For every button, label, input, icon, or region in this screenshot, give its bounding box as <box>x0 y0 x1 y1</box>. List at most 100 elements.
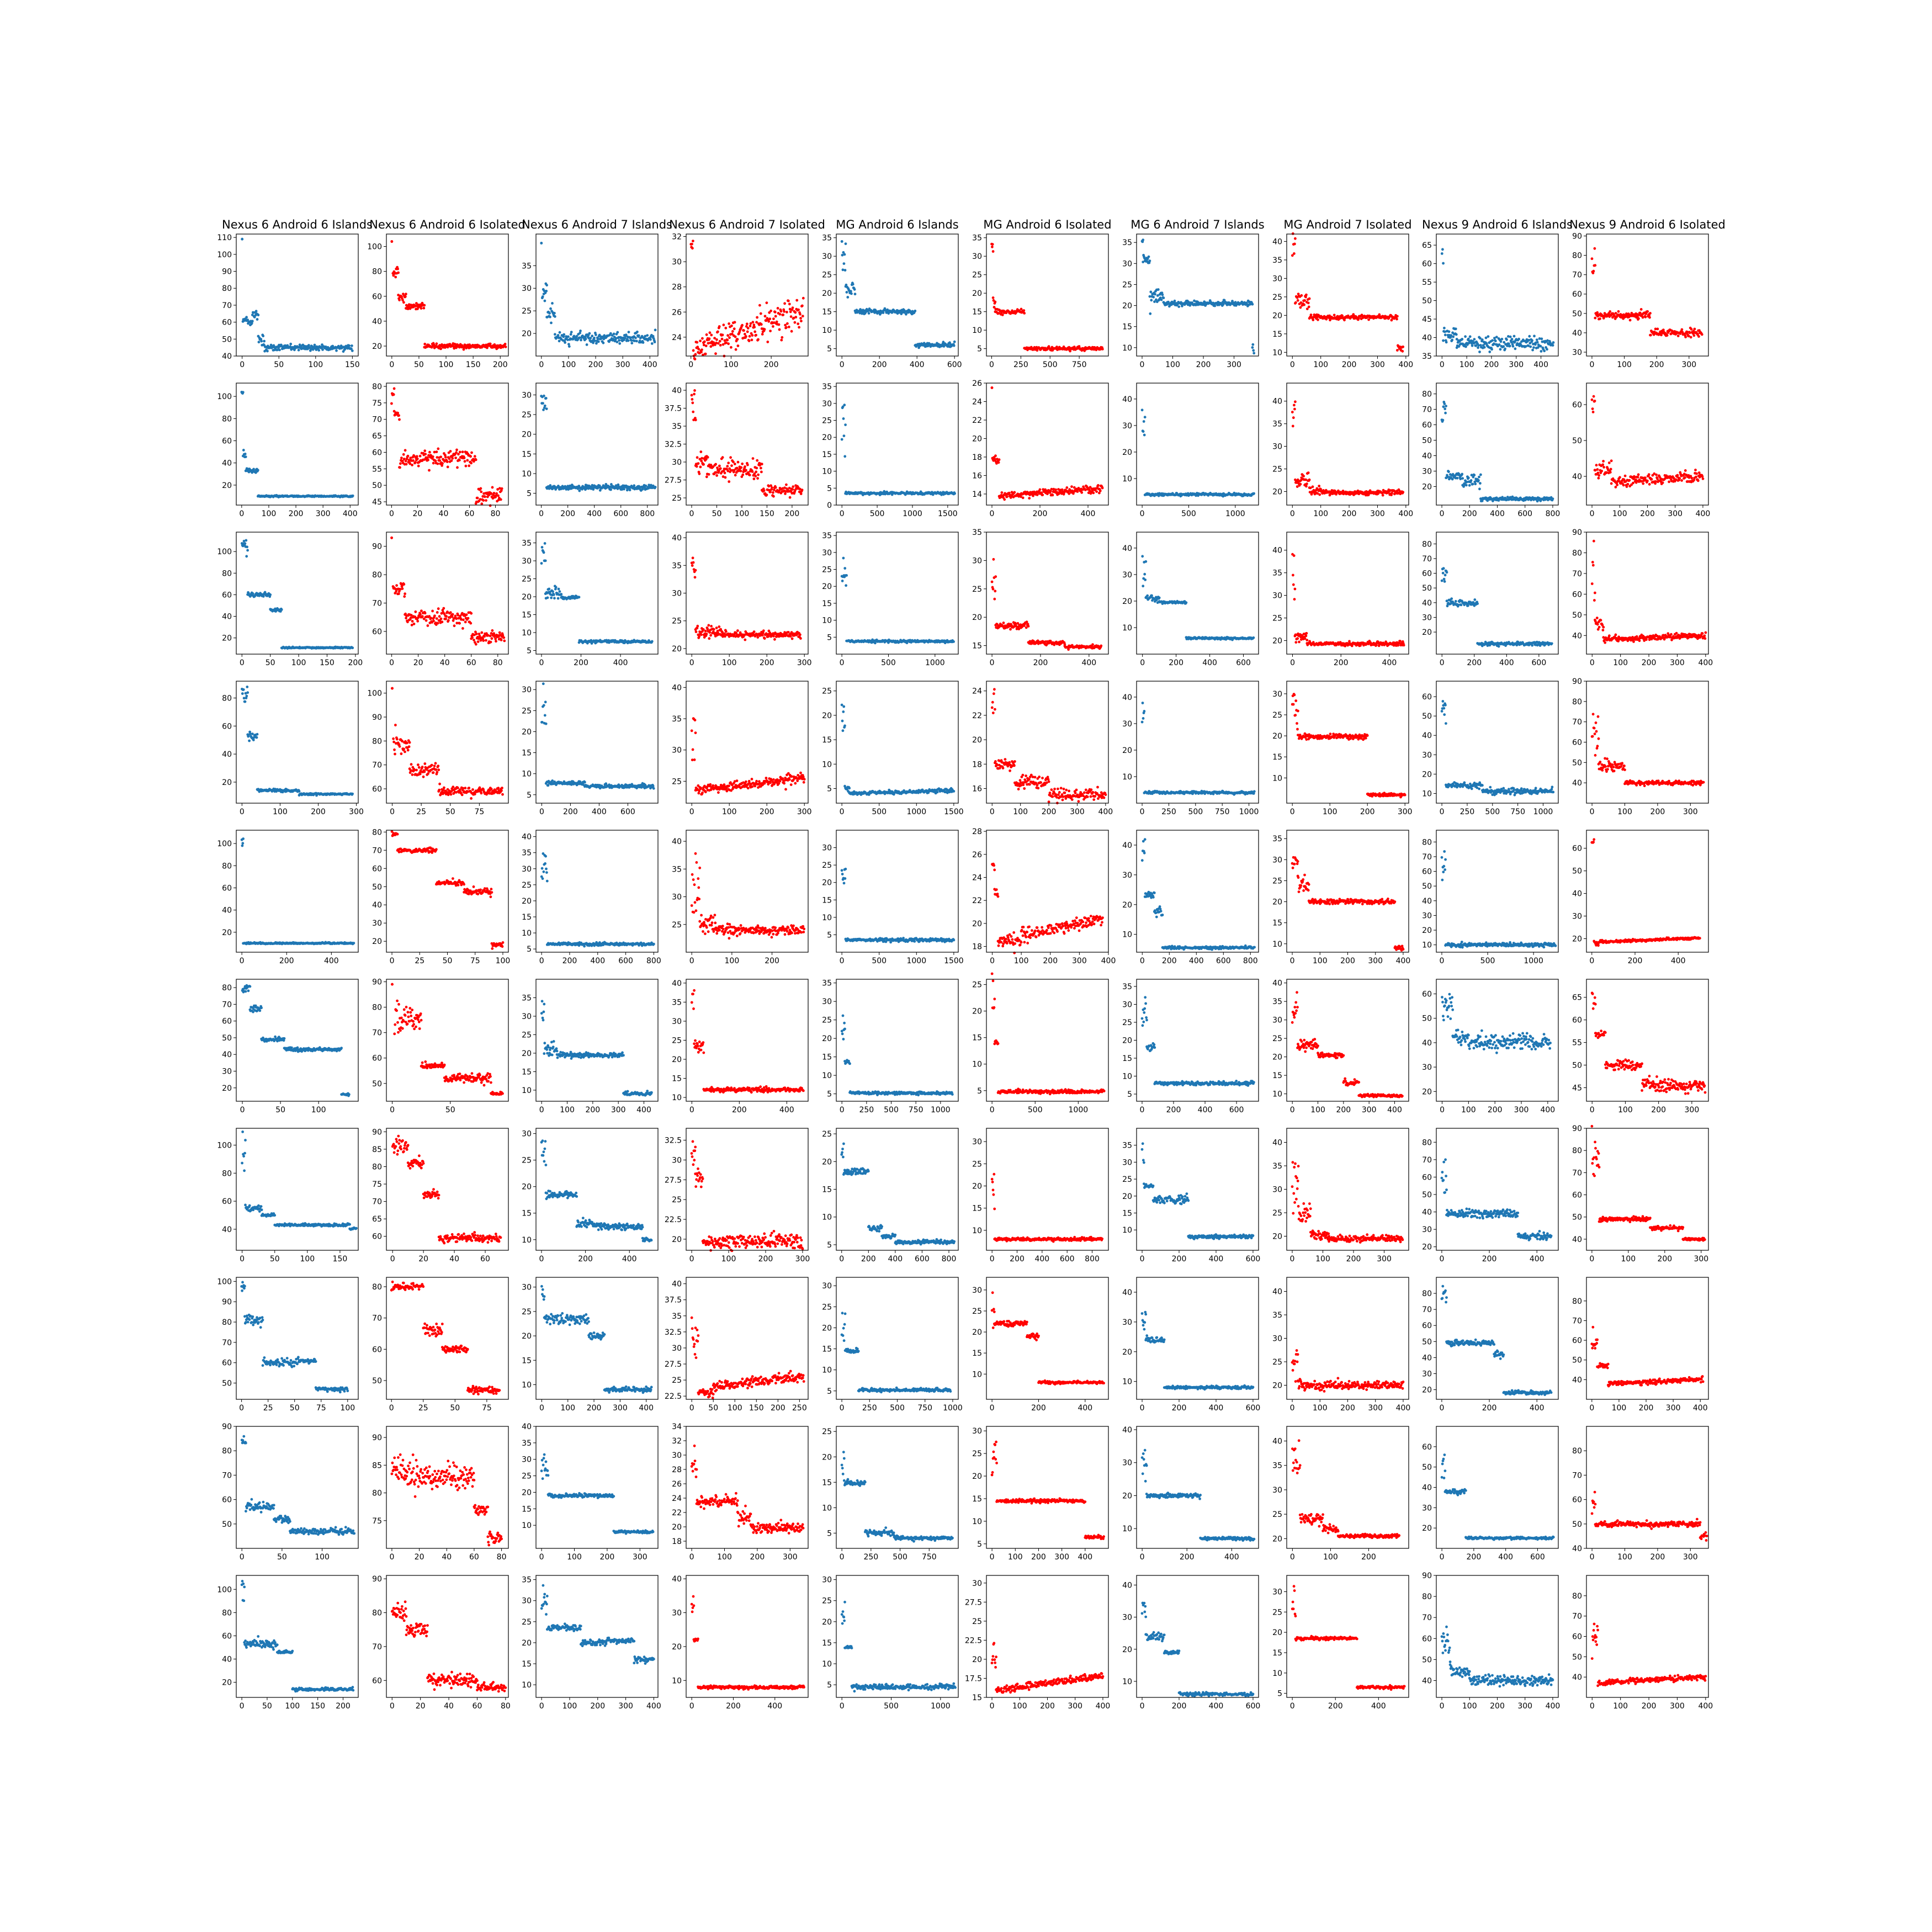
data-point <box>755 333 757 337</box>
data-point <box>1252 492 1256 495</box>
data-point <box>266 349 269 353</box>
data-point <box>351 646 354 650</box>
data-point <box>1333 314 1336 317</box>
data-point <box>840 438 843 441</box>
data-point <box>1291 232 1294 235</box>
y-tick-label: 60 <box>1422 260 1432 269</box>
y-tick-label: 25 <box>1122 280 1132 289</box>
y-tick-label: 60 <box>1572 401 1582 410</box>
x-tick-label: 100 <box>1165 360 1180 369</box>
data-point <box>693 392 696 396</box>
data-point <box>853 293 857 296</box>
data-point <box>1445 405 1448 407</box>
data-point <box>591 335 594 338</box>
y-tick-label: 20 <box>1122 302 1132 311</box>
data-point <box>746 330 749 333</box>
data-point <box>1294 237 1297 240</box>
data-point <box>348 344 351 347</box>
data-point <box>1441 418 1445 422</box>
y-tick-label: 25 <box>1272 293 1282 302</box>
data-point <box>991 245 994 248</box>
data-point <box>734 348 737 351</box>
x-tick-label: 500 <box>1043 360 1058 369</box>
data-point <box>1396 315 1399 318</box>
data-point <box>567 343 570 346</box>
y-tick-label: 25 <box>522 411 532 420</box>
data-point <box>262 335 265 338</box>
data-point <box>1028 497 1031 500</box>
data-point <box>794 316 798 319</box>
data-point <box>791 488 794 491</box>
data-point <box>484 495 486 498</box>
data-point <box>1461 477 1464 480</box>
data-point <box>1479 473 1482 476</box>
data-point <box>1251 346 1254 349</box>
data-point <box>744 332 746 336</box>
data-point <box>772 489 776 491</box>
data-point <box>246 545 248 549</box>
data-point <box>789 315 793 318</box>
data-point <box>769 490 772 493</box>
data-point <box>1467 337 1470 341</box>
data-point <box>785 326 788 329</box>
data-point <box>953 492 956 495</box>
data-point <box>418 454 422 458</box>
data-point <box>801 304 804 307</box>
data-point <box>1649 333 1652 337</box>
data-point <box>1632 481 1634 485</box>
data-point <box>431 455 434 458</box>
data-point <box>1477 479 1480 482</box>
data-point <box>1464 335 1467 338</box>
data-point <box>400 457 403 459</box>
data-point <box>1531 348 1535 352</box>
x-tick-label: 200 <box>289 509 304 518</box>
data-point <box>464 464 468 468</box>
data-point <box>730 324 733 327</box>
y-tick-label: 10 <box>522 470 532 479</box>
data-point <box>719 467 722 470</box>
data-point <box>1512 335 1516 338</box>
data-point <box>1307 301 1310 305</box>
data-point <box>1447 470 1450 473</box>
data-point <box>691 401 694 405</box>
x-tick-label: 200 <box>785 509 800 518</box>
data-point <box>1051 493 1054 497</box>
data-point <box>757 473 760 476</box>
data-point <box>741 473 745 476</box>
data-point <box>736 460 740 464</box>
data-point <box>404 449 407 452</box>
y-tick-label: 15 <box>1272 330 1282 339</box>
data-point <box>396 267 399 270</box>
data-point <box>781 336 784 339</box>
y-tick-label: 90 <box>1572 232 1582 241</box>
data-point <box>850 292 853 295</box>
data-point <box>549 315 551 319</box>
data-point <box>1628 479 1631 482</box>
data-point <box>554 333 556 336</box>
y-tick-label: 25 <box>522 307 532 316</box>
data-point <box>499 498 502 501</box>
data-point <box>759 312 762 315</box>
data-point <box>1690 476 1694 480</box>
data-point <box>411 464 413 466</box>
data-point <box>1649 312 1652 315</box>
data-point <box>396 411 400 415</box>
data-point <box>1551 497 1554 500</box>
data-point <box>1695 475 1697 479</box>
data-point <box>882 311 885 314</box>
data-point <box>251 592 254 595</box>
x-tick-label: 100 <box>1617 360 1632 369</box>
data-point <box>767 320 771 323</box>
data-point <box>243 453 247 455</box>
data-point <box>543 289 546 293</box>
subplot-title: Nexus 9 Android 6 Isolated <box>1569 218 1726 231</box>
scatter-points <box>241 237 354 353</box>
y-tick-label: 60 <box>1572 290 1582 299</box>
data-point <box>635 339 638 343</box>
data-point <box>1441 248 1444 251</box>
x-tick-label: 150 <box>320 659 335 667</box>
data-point <box>1594 264 1597 267</box>
